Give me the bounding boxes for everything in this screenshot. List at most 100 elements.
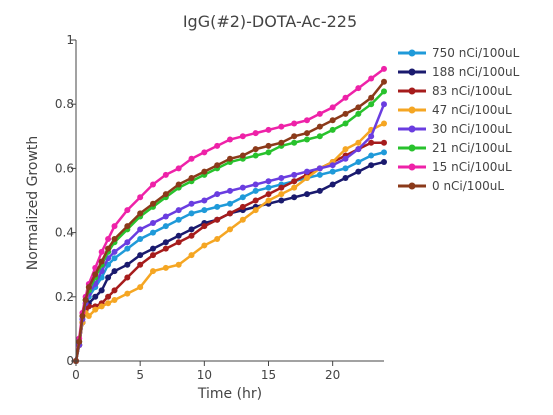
data-point [291,133,298,140]
legend-label: 750 nCi/100uL [432,46,520,60]
data-point [291,178,298,185]
data-point [252,187,259,194]
data-point [137,284,144,291]
data-point [381,88,387,95]
data-point [239,203,246,210]
data-point [252,152,259,159]
data-point [316,171,323,178]
data-point [175,239,182,246]
data-point [227,187,233,194]
data-point [304,175,310,182]
data-point [175,216,182,223]
plot-area [73,65,387,364]
legend-swatch-marker [408,163,416,171]
data-point [124,290,131,297]
data-point [188,252,195,259]
data-point [381,149,387,156]
series-line [74,90,385,362]
data-point [304,191,310,198]
data-point [124,274,131,281]
data-point [111,268,118,275]
legend-label: 188 nCi/100uL [432,65,520,79]
data-point [150,219,156,226]
data-point [188,210,195,217]
x-tick-label: 5 [136,368,144,382]
data-point [124,239,131,246]
legend-label: 15 nCi/100uL [432,160,512,174]
data-point [201,168,208,175]
data-point [291,194,298,201]
data-point [304,136,310,143]
data-point [92,293,99,300]
data-point [265,126,272,133]
data-point [188,226,195,233]
data-point [316,187,323,194]
data-point [381,139,387,146]
y-tick-label: 0.6 [55,161,74,175]
data-point [175,207,182,214]
series-6 [73,65,387,364]
data-point [201,149,208,156]
data-point [239,152,246,159]
legend-item: 188 nCi/100uL [398,65,520,79]
data-point [252,130,259,137]
data-point [368,101,375,108]
data-point [291,171,298,178]
data-point [278,139,285,146]
data-point [201,242,208,249]
data-point [278,197,285,204]
data-point [265,178,272,185]
data-point [227,210,233,217]
data-point [316,165,323,172]
data-point [329,162,336,169]
x-tick-label: 0 [72,368,80,382]
data-point [124,207,131,214]
data-point [278,191,285,198]
data-point [329,168,336,175]
data-point [150,268,156,275]
data-point [137,252,144,259]
data-point [98,303,105,310]
data-point [137,236,144,243]
data-point [175,232,182,239]
data-point [304,168,310,175]
data-point [381,120,387,127]
data-point [355,85,362,92]
data-point [188,200,195,207]
data-point [329,104,336,111]
data-point [342,120,349,127]
data-point [214,203,221,210]
data-point [150,245,156,252]
data-point [265,142,272,149]
data-point [355,104,362,111]
data-point [76,338,83,345]
data-point [85,284,92,291]
data-point [239,133,246,140]
data-point [355,139,362,146]
data-point [342,155,349,162]
data-point [162,239,169,246]
legend-swatch-marker [408,106,416,114]
y-tick-label: 1 [66,33,74,47]
data-point [214,191,221,198]
legend-item: 30 nCi/100uL [398,122,512,136]
legend-item: 47 nCi/100uL [398,103,512,117]
data-point [111,248,118,255]
data-point [381,78,387,85]
data-point [214,216,221,223]
data-point [227,226,233,233]
legend-swatch-marker [408,87,416,95]
data-point [79,313,86,320]
data-point [239,184,246,191]
series-line [74,151,385,362]
data-point [381,65,387,72]
data-point [105,245,112,252]
data-point [278,184,285,191]
data-point [105,236,112,243]
data-point [111,297,118,304]
data-point [239,194,246,201]
data-point [342,175,349,182]
legend-swatch-marker [408,182,416,190]
data-point [175,261,182,268]
